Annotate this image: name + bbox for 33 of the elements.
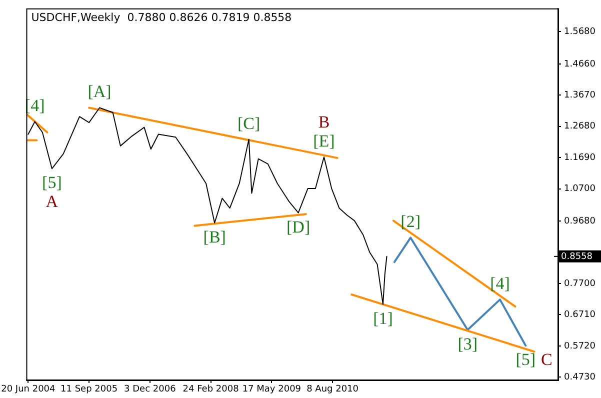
annotation: [B] (203, 227, 226, 246)
y-tick-label: 0.9680 (564, 216, 596, 226)
y-tick-label: 1.5680 (564, 27, 596, 38)
annotation: [2] (400, 212, 420, 232)
y-tick-label: 1.0700 (564, 184, 596, 194)
y-tick-label: 0.4730 (564, 372, 596, 383)
annotation: [E] (313, 131, 335, 150)
x-tick-label: 20 Jun 2004 (1, 384, 56, 395)
y-tick-label: 1.4660 (564, 59, 596, 70)
ref-line-label: 0.8558 (561, 252, 593, 262)
x-tick-label: 17 May 2009 (242, 384, 302, 395)
y-tick-label: 0.6710 (564, 310, 596, 320)
x-tick-label: 8 Aug 2010 (306, 384, 359, 395)
annotation: [C] (238, 114, 260, 133)
annotation: C (540, 350, 552, 370)
x-tick-label: 11 Sep 2005 (60, 384, 118, 395)
y-tick-label: 1.3670 (564, 90, 596, 100)
annotation: [D] (286, 217, 310, 236)
chart-title: USDCHF,Weekly 0.7880 0.8626 0.7819 0.8558 (31, 10, 292, 24)
x-tick-label: 24 Feb 2008 (182, 384, 240, 395)
y-tick-label: 1.2680 (564, 122, 596, 132)
y-tick-label: 1.1690 (564, 152, 596, 163)
annotation: [3] (458, 334, 478, 354)
x-tick-label: 3 Dec 2006 (124, 384, 176, 395)
annotation: B (318, 112, 330, 132)
annotation: [5] (516, 350, 536, 370)
annotation: [A] (88, 82, 112, 102)
y-tick-label: 0.5720 (564, 341, 596, 352)
y-tick-label: 0.7700 (564, 278, 596, 289)
annotation: [1] (373, 308, 393, 328)
annotation: [4] (490, 274, 510, 294)
annotation: A (46, 192, 59, 212)
annotation: [5] (42, 173, 62, 192)
